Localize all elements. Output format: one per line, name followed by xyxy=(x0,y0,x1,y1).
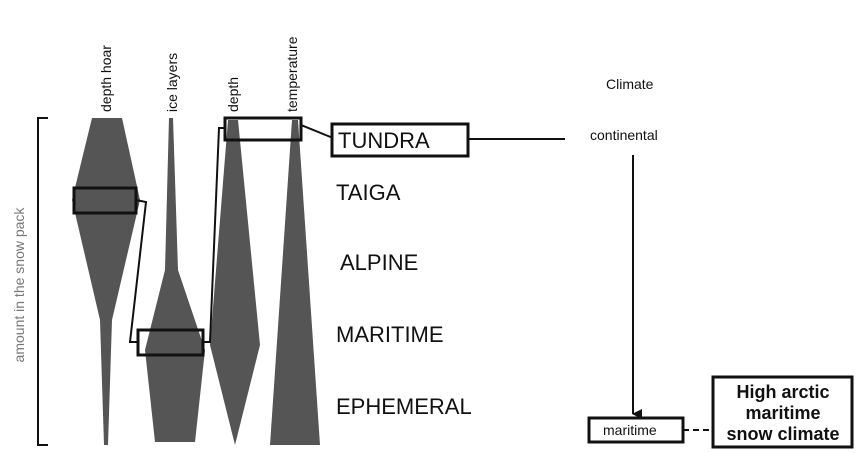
climate-bottom: maritime xyxy=(603,422,657,438)
depth-shape xyxy=(210,120,260,445)
axis-bracket xyxy=(37,117,48,446)
column-label: ice layers xyxy=(164,53,180,112)
snow-class: MARITIME xyxy=(336,322,444,347)
temperature-shape xyxy=(270,120,320,445)
column-label: temperature xyxy=(284,36,300,112)
result-line: maritime xyxy=(745,403,820,423)
climate-title: Climate xyxy=(606,76,654,92)
snow-class: TUNDRA xyxy=(338,128,430,153)
snow-class: TAIGA xyxy=(336,180,401,205)
result-line: snow climate xyxy=(726,424,839,444)
snow-class: EPHEMERAL xyxy=(336,394,472,419)
ice-layers-shape xyxy=(145,118,205,442)
depth-hoar-shape xyxy=(72,118,140,445)
snow-class: ALPINE xyxy=(340,250,418,275)
column-label: depth hoar xyxy=(98,45,114,112)
connector xyxy=(300,124,334,139)
result-box xyxy=(711,375,854,449)
climate-top: continental xyxy=(590,127,658,143)
connector xyxy=(203,127,225,343)
connector xyxy=(128,199,148,343)
axis-label: amount in the snow pack xyxy=(11,207,27,363)
column-label: depth xyxy=(225,77,241,112)
result-line: High arctic xyxy=(736,382,829,402)
